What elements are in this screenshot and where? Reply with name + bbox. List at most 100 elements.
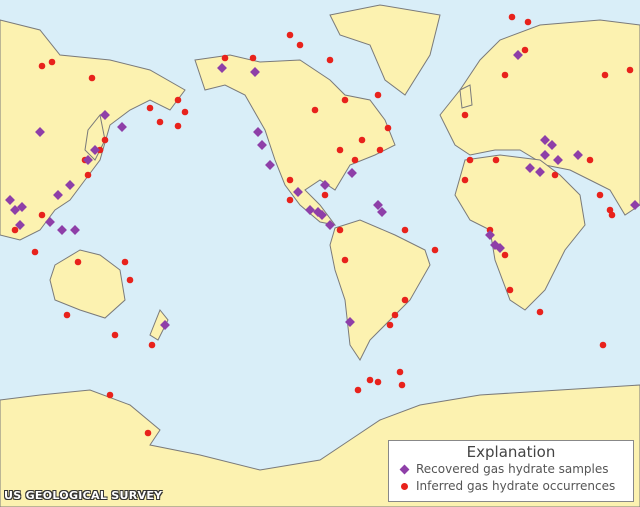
inferred-occurrence-marker — [336, 146, 344, 154]
greenland — [329, 4, 441, 96]
inferred-occurrence-marker — [148, 341, 156, 349]
recovered-sample-marker — [57, 225, 67, 235]
inferred-occurrence-marker — [38, 211, 46, 219]
inferred-occurrence-marker — [386, 321, 394, 329]
inferred-occurrence-marker — [431, 246, 439, 254]
europe-asia-east — [439, 19, 640, 216]
inferred-occurrence-marker — [376, 146, 384, 154]
legend-label: Inferred gas hydrate occurrences — [416, 479, 616, 493]
inferred-occurrence-marker — [38, 62, 46, 70]
inferred-occurrence-marker — [174, 122, 182, 130]
inferred-occurrence-marker — [551, 171, 559, 179]
inferred-occurrence-marker — [221, 54, 229, 62]
inferred-occurrence-marker — [74, 258, 82, 266]
inferred-occurrence-marker — [486, 226, 494, 234]
inferred-occurrence-marker — [492, 156, 500, 164]
inferred-occurrence-marker — [11, 226, 19, 234]
inferred-occurrence-marker — [144, 429, 152, 437]
recovered-sample-marker — [53, 190, 63, 200]
inferred-occurrence-marker — [521, 46, 529, 54]
recovered-sample-marker — [217, 63, 227, 73]
inferred-occurrence-marker — [391, 311, 399, 319]
inferred-occurrence-marker — [181, 108, 189, 116]
inferred-occurrence-marker — [31, 248, 39, 256]
recovered-sample-marker — [90, 145, 100, 155]
recovered-sample-marker — [547, 140, 557, 150]
inferred-occurrence-marker — [501, 71, 509, 79]
inferred-occurrence-marker — [48, 58, 56, 66]
recovered-sample-marker — [45, 217, 55, 227]
recovered-sample-marker — [495, 243, 505, 253]
inferred-occurrence-marker — [401, 296, 409, 304]
inferred-occurrence-marker — [501, 251, 509, 259]
recovered-sample-marker — [553, 155, 563, 165]
inferred-occurrence-marker — [321, 191, 329, 199]
inferred-occurrence-marker — [156, 118, 164, 126]
legend-label: Recovered gas hydrate samples — [416, 462, 609, 476]
legend: Explanation Recovered gas hydrate sample… — [388, 440, 634, 502]
recovered-sample-marker — [35, 127, 45, 137]
australia — [49, 249, 126, 319]
inferred-occurrence-marker — [626, 66, 634, 74]
inferred-occurrence-marker — [351, 156, 359, 164]
inferred-occurrence-marker — [341, 96, 349, 104]
recovered-sample-marker — [160, 320, 170, 330]
africa — [454, 154, 586, 311]
legend-item-recovered: Recovered gas hydrate samples — [397, 461, 625, 478]
inferred-occurrence-marker — [506, 286, 514, 294]
recovered-sample-marker — [540, 150, 550, 160]
recovered-sample-marker — [10, 205, 20, 215]
recovered-sample-marker — [485, 230, 495, 240]
inferred-occurrence-marker — [101, 136, 109, 144]
legend-title: Explanation — [466, 443, 556, 461]
recovered-sample-marker — [630, 200, 640, 210]
recovered-sample-marker — [293, 187, 303, 197]
inferred-occurrence-marker — [286, 176, 294, 184]
inferred-occurrence-marker — [508, 13, 516, 21]
inferred-occurrence-marker — [608, 211, 616, 219]
inferred-occurrence-marker — [106, 391, 114, 399]
recovered-sample-marker — [65, 180, 75, 190]
inferred-occurrence-marker — [286, 196, 294, 204]
new-zealand — [149, 309, 169, 341]
inferred-occurrence-marker — [121, 258, 129, 266]
inferred-occurrence-marker — [599, 341, 607, 349]
inferred-occurrence-marker — [111, 331, 119, 339]
inferred-occurrence-marker — [326, 56, 334, 64]
recovered-sample-marker — [513, 50, 523, 60]
recovered-sample-marker — [347, 168, 357, 178]
recovered-sample-marker — [540, 135, 550, 145]
inferred-occurrence-marker — [596, 191, 604, 199]
inferred-occurrence-marker — [88, 74, 96, 82]
recovered-sample-marker — [100, 110, 110, 120]
inferred-occurrence-marker — [586, 156, 594, 164]
south-america — [329, 219, 431, 361]
inferred-occurrence-marker — [396, 368, 404, 376]
inferred-occurrence-marker — [286, 31, 294, 39]
inferred-occurrence-marker — [63, 311, 71, 319]
inferred-occurrence-marker — [249, 54, 257, 62]
usgs-credit: US GEOLOGICAL SURVEY — [4, 489, 163, 502]
recovered-sample-marker — [17, 202, 27, 212]
inferred-occurrence-marker — [398, 381, 406, 389]
inferred-occurrence-marker — [354, 386, 362, 394]
inferred-occurrence-marker — [374, 378, 382, 386]
inferred-occurrence-marker — [384, 124, 392, 132]
inferred-occurrence-marker — [96, 146, 104, 154]
inferred-occurrence-marker — [606, 206, 614, 214]
recovered-sample-marker — [373, 200, 383, 210]
inferred-occurrence-marker — [374, 91, 382, 99]
inferred-occurrence-marker — [146, 104, 154, 112]
recovered-sample-marker — [253, 127, 263, 137]
inferred-occurrence-marker — [524, 18, 532, 26]
recovered-sample-marker — [117, 122, 127, 132]
recovered-sample-marker — [525, 163, 535, 173]
inferred-occurrence-marker — [461, 176, 469, 184]
inferred-occurrence-marker — [126, 276, 134, 284]
inferred-occurrence-marker — [358, 136, 366, 144]
legend-item-inferred: Inferred gas hydrate occurrences — [397, 478, 625, 495]
inferred-occurrence-marker — [296, 41, 304, 49]
inferred-occurrence-marker — [366, 376, 374, 384]
recovered-sample-marker — [257, 140, 267, 150]
